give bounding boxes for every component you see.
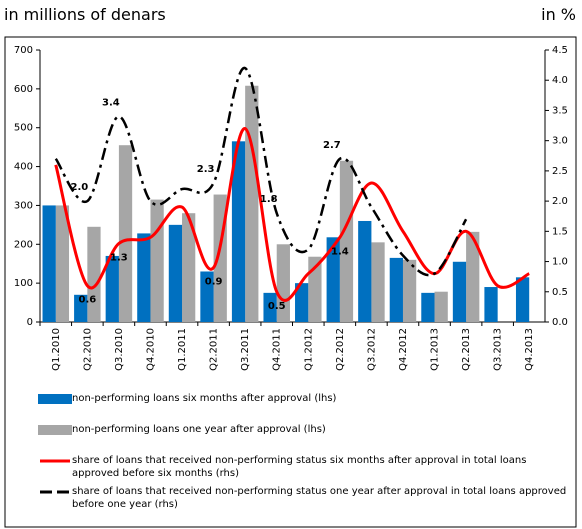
- bar: [42, 205, 56, 322]
- y2-tick-label: 2.5: [552, 166, 568, 177]
- bar: [434, 291, 448, 322]
- bar: [276, 244, 290, 322]
- y2-tick-label: 0.0: [552, 317, 568, 328]
- legend-label: share of loans that received non-perform…: [72, 455, 527, 479]
- x-tick-label: Q3.2011: [240, 328, 251, 371]
- x-tick-label: Q4.2011: [272, 328, 283, 371]
- y-tick-label: 300: [14, 200, 33, 211]
- legend-swatch: [38, 487, 72, 497]
- bar: [137, 233, 151, 322]
- legend-entry: share of loans that received non-perform…: [38, 485, 568, 516]
- y-tick-label: 400: [14, 162, 33, 173]
- y2-tick-label: 1.5: [552, 226, 568, 237]
- bar: [421, 292, 435, 322]
- legend-label: non-performing loans one year after appr…: [72, 424, 326, 435]
- bar: [168, 224, 183, 322]
- legend: non-performing loans six months after ap…: [38, 392, 568, 516]
- bar: [105, 255, 119, 322]
- legend-swatch: [38, 456, 72, 466]
- bar: [389, 257, 403, 322]
- y-tick-label: 600: [14, 84, 33, 95]
- legend-label: non-performing loans six months after ap…: [72, 393, 337, 404]
- data-label: 1.4: [331, 246, 349, 257]
- bar: [326, 237, 340, 322]
- x-tick-label: Q1.2010: [51, 328, 62, 371]
- x-tick-label: Q3.2013: [493, 328, 504, 371]
- x-tick-label: Q4.2010: [145, 328, 156, 371]
- legend-label: share of loans that received non-perform…: [72, 486, 567, 510]
- legend-entry: share of loans that received non-perform…: [38, 454, 568, 485]
- legend-line: [40, 490, 70, 494]
- bar: [245, 85, 259, 323]
- chart-frame: [4, 36, 577, 528]
- bar: [339, 160, 354, 322]
- data-label: 2.0: [70, 182, 88, 193]
- bar: [484, 287, 498, 322]
- y2-tick-label: 4.0: [552, 75, 568, 86]
- bar: [118, 145, 133, 322]
- data-label: 2.3: [197, 164, 215, 175]
- x-tick-label: Q2.2011: [209, 328, 220, 371]
- y2-tick-label: 3.5: [552, 105, 568, 116]
- x-tick-label: Q4.2012: [398, 328, 409, 371]
- bar: [466, 231, 480, 322]
- line: [54, 66, 468, 277]
- data-label: 0.9: [205, 277, 223, 288]
- y-tick-label: 100: [14, 278, 33, 289]
- x-tick-label: Q1.2011: [177, 328, 188, 371]
- bar: [182, 213, 196, 322]
- y2-tick-label: 0.5: [552, 287, 568, 298]
- legend-entry: non-performing loans one year after appr…: [38, 423, 568, 454]
- y2-tick-label: 4.5: [552, 45, 568, 56]
- bar: [231, 141, 246, 322]
- y2-tick-label: 1.0: [552, 257, 568, 268]
- right-axis-label: in %: [541, 5, 576, 24]
- bar: [200, 271, 214, 322]
- data-label: 0.5: [268, 301, 286, 312]
- data-label: 3.4: [102, 97, 120, 108]
- legend-swatch: [38, 394, 72, 404]
- bar: [295, 283, 309, 322]
- x-tick-label: Q1.2012: [303, 328, 314, 371]
- x-tick-label: Q1.2013: [430, 328, 441, 371]
- x-tick-label: Q3.2010: [114, 328, 125, 371]
- bar: [515, 277, 530, 322]
- bar: [452, 261, 467, 322]
- x-tick-label: Q4.2013: [524, 328, 535, 371]
- bar: [55, 205, 70, 322]
- y-tick-label: 700: [14, 45, 33, 56]
- bar: [358, 220, 372, 322]
- x-tick-label: Q2.2010: [82, 328, 93, 371]
- data-label: 1.3: [110, 252, 128, 263]
- legend-entry: non-performing loans six months after ap…: [38, 392, 568, 423]
- y-tick-label: 0: [27, 317, 33, 328]
- data-label: 1.8: [260, 194, 278, 205]
- data-label: 2.7: [323, 140, 341, 151]
- bar: [371, 242, 385, 322]
- legend-swatch: [38, 425, 72, 435]
- data-label: 0.6: [78, 295, 96, 306]
- bar: [74, 294, 88, 322]
- y2-tick-label: 3.0: [552, 136, 568, 147]
- x-tick-label: Q2.2012: [335, 328, 346, 371]
- left-axis-label: in millions of denars: [4, 5, 166, 24]
- x-tick-label: Q3.2012: [366, 328, 377, 371]
- y2-tick-label: 2.0: [552, 196, 568, 207]
- bar: [308, 256, 322, 322]
- bar: [402, 259, 417, 322]
- bar: [150, 199, 164, 322]
- legend-line: [40, 459, 70, 463]
- y-tick-label: 200: [14, 239, 33, 250]
- y-tick-label: 500: [14, 123, 33, 134]
- bar: [263, 292, 277, 322]
- x-tick-label: Q2.2013: [461, 328, 472, 371]
- bar: [87, 226, 101, 322]
